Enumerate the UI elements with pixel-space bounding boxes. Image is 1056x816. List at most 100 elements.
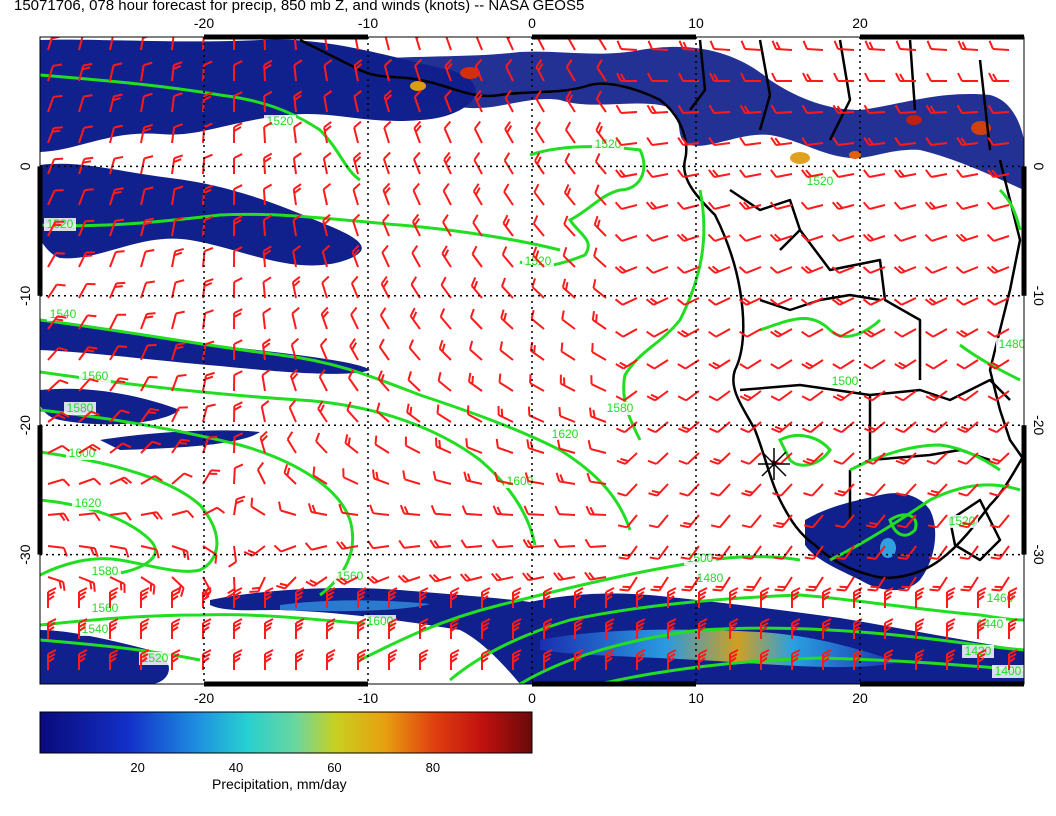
wind-barb xyxy=(440,276,452,299)
wind-barb xyxy=(977,649,987,670)
wind-barb xyxy=(289,368,299,392)
wind-barb xyxy=(698,618,708,639)
wind-barb xyxy=(109,618,119,639)
wind-barb xyxy=(594,184,607,206)
wind-barb xyxy=(293,59,303,82)
wind-barb xyxy=(320,306,329,330)
wind-barb xyxy=(505,37,514,51)
wind-barb xyxy=(357,587,367,608)
wind-barb xyxy=(78,346,98,361)
wind-barb xyxy=(261,338,271,361)
wind-barb xyxy=(893,201,917,210)
wind-barb xyxy=(534,121,545,144)
wind-barb xyxy=(78,545,99,557)
wind-barb xyxy=(468,340,483,361)
contour-interior xyxy=(759,316,1021,562)
wind-barb xyxy=(293,37,297,51)
wind-barb xyxy=(47,283,66,299)
wind-barb xyxy=(708,104,731,115)
wind-barb xyxy=(925,104,948,115)
wind-barb xyxy=(987,359,1010,370)
wind-barb xyxy=(833,452,855,465)
wind-barb xyxy=(171,374,187,392)
wind-barb xyxy=(233,60,243,82)
wind-barb xyxy=(832,137,855,147)
wind-barb xyxy=(322,152,332,175)
wind-barb xyxy=(648,483,669,497)
wind-barb xyxy=(647,40,669,51)
wind-barb xyxy=(770,328,793,338)
wind-barb xyxy=(894,169,917,179)
lat-tick-label-right: -20 xyxy=(1031,415,1047,435)
contour-label: 1500 xyxy=(832,374,859,388)
wind-barb xyxy=(317,400,328,423)
wind-barb xyxy=(233,495,246,516)
wind-barb xyxy=(771,40,793,51)
wind-barb xyxy=(414,58,423,82)
wind-barb xyxy=(532,246,545,268)
wind-barb xyxy=(47,618,57,639)
wind-barb xyxy=(233,401,243,423)
wind-barb xyxy=(490,572,514,582)
wind-barb xyxy=(233,649,243,670)
wind-barb xyxy=(956,359,979,370)
wind-barb xyxy=(399,504,421,516)
colorbar-tick-label: 60 xyxy=(327,760,342,775)
wind-barb xyxy=(591,342,607,361)
wind-barb xyxy=(501,246,514,268)
wind-barb xyxy=(645,233,669,242)
wind-barb xyxy=(565,90,576,113)
precip-area-west-band xyxy=(40,163,362,266)
wind-barb xyxy=(409,307,421,330)
wind-barb xyxy=(710,483,731,497)
wind-barb xyxy=(263,152,273,175)
wind-barb xyxy=(292,152,302,175)
wind-barb xyxy=(884,649,894,670)
wind-barb xyxy=(474,58,483,82)
wind-barb xyxy=(865,483,886,497)
wind-barb xyxy=(261,369,271,392)
wind-barb xyxy=(78,62,93,82)
wind-barb xyxy=(292,183,302,206)
wind-barb xyxy=(770,169,793,179)
wind-barb xyxy=(171,509,195,519)
wind-barb xyxy=(47,157,64,175)
wind-barb xyxy=(233,184,243,206)
wind-barb xyxy=(529,341,545,361)
wind-barb xyxy=(202,506,226,516)
wind-barb xyxy=(250,497,266,516)
wind-barb xyxy=(801,328,824,338)
wind-barb xyxy=(352,182,361,206)
wind-barb xyxy=(372,469,390,485)
contour-label: 1580 xyxy=(607,401,634,415)
wind-barb xyxy=(560,342,576,361)
lat-tick-label-right: -10 xyxy=(1031,286,1047,306)
wind-barb xyxy=(388,649,398,670)
wind-barb xyxy=(522,572,545,582)
wind-barb xyxy=(109,576,126,593)
wind-barb xyxy=(140,312,156,330)
colorbar-tick-label: 40 xyxy=(228,760,244,775)
contour-label-bg xyxy=(79,370,111,383)
wind-barb xyxy=(646,104,669,115)
wind-barb xyxy=(614,233,638,242)
wind-barb xyxy=(987,104,1010,115)
wind-barb xyxy=(47,411,70,423)
wind-barb xyxy=(388,618,398,639)
wind-barb xyxy=(677,390,700,402)
wind-barb xyxy=(109,409,130,423)
wind-barb xyxy=(862,233,886,242)
wind-barb xyxy=(380,275,390,299)
wind-barb xyxy=(408,339,421,361)
wind-barb xyxy=(140,123,153,144)
wind-barb xyxy=(47,545,68,557)
wind-barb xyxy=(863,390,886,402)
wind-barb xyxy=(647,452,669,465)
wind-barb xyxy=(322,182,332,206)
wind-barb xyxy=(956,137,979,147)
wind-barb xyxy=(406,403,421,423)
wind-barb xyxy=(769,201,793,210)
contour-1580-sw xyxy=(40,613,381,627)
wind-barb xyxy=(321,244,331,268)
wind-barb xyxy=(323,59,333,82)
